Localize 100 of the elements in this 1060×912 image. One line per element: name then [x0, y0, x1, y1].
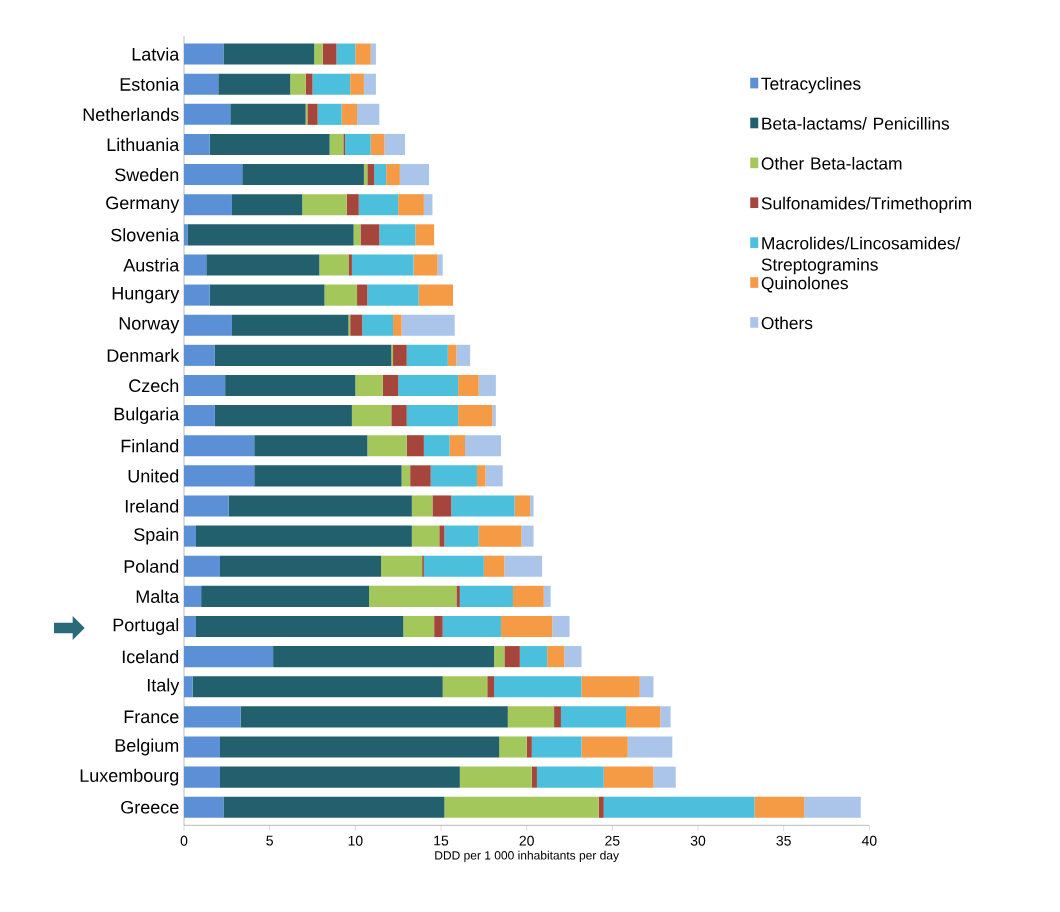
bar [626, 706, 661, 728]
bar [290, 73, 306, 95]
bar [228, 495, 412, 517]
bar [627, 736, 673, 758]
bar [369, 585, 457, 607]
legend-label: Sulfonamides/Trimethoprim [761, 196, 972, 213]
y-tick-label: Malta [136, 589, 180, 603]
bar [449, 435, 465, 457]
bar [403, 615, 435, 638]
bar [367, 164, 375, 186]
bar [374, 164, 387, 186]
y-tick-label: Slovenia [111, 228, 180, 242]
y-tick-label: Norway [119, 317, 180, 334]
bar [504, 555, 543, 577]
bar [370, 43, 376, 65]
legend-label: Macrolides/Lincosamides/ Streptogramins [761, 236, 961, 275]
bar [519, 646, 548, 668]
bar [423, 555, 484, 577]
x-axis-title: DDD per 1 000 inhabitants per day [435, 850, 619, 862]
y-tick-label: Sweden [115, 167, 179, 182]
bar [360, 224, 380, 246]
y-tick-label: Bulgaria [114, 407, 180, 424]
bar [603, 766, 654, 788]
y-tick-label: Denmark [107, 348, 180, 362]
y-tick-label: Finland [121, 439, 179, 453]
bar [184, 374, 226, 397]
bar [554, 706, 561, 728]
bar [398, 374, 459, 397]
bar [242, 164, 364, 186]
bar [351, 405, 392, 427]
bar [478, 525, 522, 547]
x-tick-label: 40 [861, 835, 877, 846]
bar [240, 706, 508, 728]
y-tick-label: Latvia [132, 47, 180, 61]
bar [451, 495, 515, 517]
bar [324, 284, 358, 306]
bar [437, 254, 443, 276]
bar [415, 224, 435, 246]
bar [184, 254, 207, 276]
bar [209, 284, 325, 306]
bar [423, 435, 450, 457]
bar [536, 766, 604, 788]
bar [322, 43, 337, 65]
bar [184, 43, 224, 65]
bar [391, 405, 407, 427]
bar [458, 405, 493, 427]
bar [231, 314, 349, 336]
bar [184, 133, 210, 155]
bar [184, 615, 196, 638]
bar [456, 585, 460, 607]
y-tick-label: France [124, 710, 179, 724]
bar [184, 646, 274, 668]
bar [367, 435, 407, 457]
bar [184, 164, 243, 186]
bar [219, 736, 500, 758]
y-tick-label: Germany [106, 196, 180, 213]
bar [355, 374, 383, 397]
bar [432, 495, 452, 517]
bar [526, 736, 532, 758]
bar [219, 766, 460, 788]
bar [345, 133, 371, 155]
bar [370, 133, 385, 155]
bar [184, 585, 202, 607]
bar [406, 344, 448, 366]
bar [225, 374, 356, 397]
bar [500, 615, 553, 638]
bar [521, 525, 534, 547]
bar [187, 224, 354, 246]
bar [336, 43, 356, 65]
bar [507, 706, 555, 728]
bar [214, 344, 392, 366]
bar [411, 525, 440, 547]
x-tick-label: 25 [605, 835, 620, 846]
bar [209, 133, 330, 155]
y-tick-label: Greece [121, 800, 179, 814]
bar [346, 194, 359, 216]
y-tick-label: Hungary [112, 287, 180, 304]
bar [478, 374, 496, 397]
bar [459, 766, 532, 788]
legend-label: Tetracyclines [761, 77, 861, 94]
bar [492, 405, 496, 427]
bar [512, 585, 544, 607]
bar [434, 615, 443, 638]
bar [442, 615, 501, 638]
bar [184, 405, 215, 427]
bar [184, 103, 231, 125]
bar [184, 314, 232, 336]
bar [196, 615, 404, 638]
legend-label: Others [761, 316, 813, 330]
bar [223, 43, 315, 65]
bar [406, 405, 459, 427]
bar [393, 344, 407, 366]
bar [653, 766, 676, 788]
bar [459, 585, 513, 607]
bar [560, 706, 627, 728]
bar [254, 435, 368, 457]
bar [201, 585, 370, 607]
x-tick-label: 0 [180, 835, 188, 846]
legend-label: Quinolones [761, 276, 848, 293]
bar [410, 465, 431, 487]
